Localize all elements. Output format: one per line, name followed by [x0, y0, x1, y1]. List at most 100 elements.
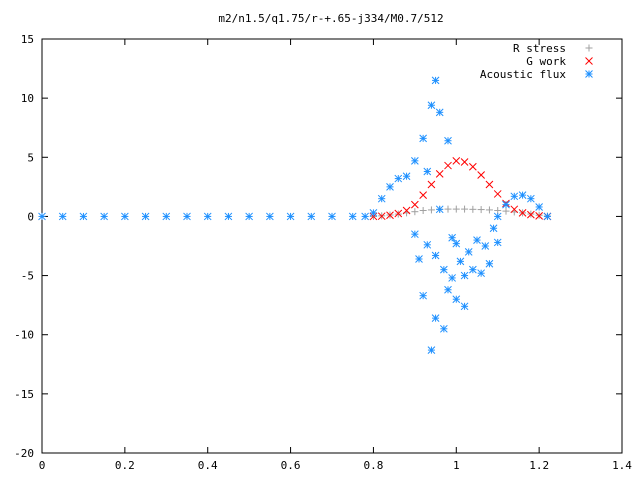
- x-tick-label: 1.4: [612, 459, 632, 472]
- data-point: [431, 251, 440, 260]
- legend-label: R stress: [513, 42, 566, 55]
- data-point: [427, 346, 436, 354]
- data-point: [493, 238, 502, 247]
- x-tick-label: 0.4: [198, 459, 218, 472]
- data-point: [543, 212, 552, 221]
- legend-marker: [585, 70, 593, 78]
- data-point: [224, 212, 233, 221]
- data-point: [386, 183, 394, 191]
- data-point: [361, 212, 369, 221]
- data-point: [307, 212, 316, 221]
- data-point: [460, 271, 469, 280]
- data-point: [419, 134, 427, 143]
- data-point: [493, 190, 502, 198]
- data-point: [431, 76, 440, 85]
- x-tick-label: 1.2: [529, 459, 549, 472]
- data-point: [203, 212, 212, 221]
- data-point: [38, 212, 46, 221]
- data-point: [452, 205, 460, 213]
- y-tick-label: -10: [14, 329, 34, 342]
- data-point: [419, 291, 427, 300]
- data-point: [58, 212, 67, 221]
- data-point: [518, 191, 527, 199]
- data-point: [448, 233, 456, 242]
- data-point: [535, 211, 543, 220]
- data-point: [489, 224, 498, 233]
- data-point: [377, 194, 386, 203]
- legend-marker: [585, 44, 593, 52]
- data-point: [402, 206, 411, 215]
- data-point: [141, 212, 150, 221]
- data-point: [527, 210, 535, 219]
- data-point: [518, 209, 527, 217]
- data-point: [328, 212, 336, 221]
- data-point: [469, 162, 477, 171]
- data-point: [461, 205, 469, 213]
- data-point: [440, 324, 448, 333]
- data-point: [477, 269, 485, 278]
- data-point: [510, 205, 519, 214]
- data-point: [411, 156, 419, 165]
- data-point: [411, 208, 419, 216]
- legend-marker: [585, 57, 593, 65]
- x-tick-label: 0.2: [115, 459, 135, 472]
- data-point: [485, 206, 493, 214]
- data-point: [527, 194, 535, 203]
- x-tick-label: 0.8: [363, 459, 383, 472]
- data-point: [369, 212, 378, 221]
- y-tick-label: -5: [21, 270, 34, 283]
- data-point: [440, 265, 448, 274]
- data-point: [448, 274, 456, 282]
- data-point: [444, 205, 452, 213]
- data-point: [469, 205, 477, 213]
- axis-ticks: 0 0.2 0.4 0.6 0.8 1 1.2 1.4 15 10 5 0 -5 -10 -15 -20: [14, 33, 632, 472]
- data-point: [473, 236, 481, 244]
- data-point: [427, 180, 436, 189]
- x-tick-label: 0: [39, 459, 46, 472]
- plot-border: [41, 38, 623, 454]
- data-point: [502, 207, 510, 215]
- data-point: [452, 295, 461, 304]
- data-point: [427, 206, 435, 214]
- data-point: [469, 265, 477, 274]
- data-point: [493, 212, 502, 221]
- data-point: [502, 200, 510, 209]
- data-point: [377, 212, 386, 221]
- legend-label: G work: [526, 55, 566, 68]
- data-point: [477, 171, 485, 179]
- data-point: [394, 174, 403, 183]
- data-point: [460, 302, 469, 311]
- data-point: [402, 172, 411, 181]
- data-point: [481, 242, 490, 250]
- data-point: [535, 203, 543, 211]
- y-tick-label: 15: [21, 33, 34, 46]
- data-point: [394, 209, 403, 218]
- y-tick-label: -15: [14, 388, 34, 401]
- data-point: [423, 167, 432, 176]
- data-point: [162, 212, 171, 221]
- data-point: [411, 230, 419, 239]
- data-point: [79, 212, 88, 221]
- data-point: [266, 212, 274, 221]
- data-point: [452, 156, 461, 165]
- data-point: [183, 212, 191, 221]
- data-point: [452, 239, 461, 248]
- data-point: [456, 257, 465, 266]
- data-point: [485, 259, 494, 268]
- data-point: [121, 212, 129, 221]
- data-point: [510, 192, 519, 201]
- data-marks: [38, 76, 552, 354]
- series-acoustic-flux: [38, 76, 552, 354]
- x-tick-label: 0.6: [281, 459, 301, 472]
- y-tick-label: -20: [14, 447, 34, 460]
- data-point: [494, 207, 502, 215]
- data-point: [427, 101, 436, 110]
- data-point: [435, 108, 444, 117]
- data-point: [245, 212, 253, 221]
- data-point: [386, 211, 394, 220]
- chart-title: m2/n1.5/q1.75/r-+.65-j334/M0.7/512: [218, 12, 443, 25]
- data-point: [460, 158, 469, 166]
- data-point: [464, 248, 473, 256]
- data-point: [477, 206, 485, 214]
